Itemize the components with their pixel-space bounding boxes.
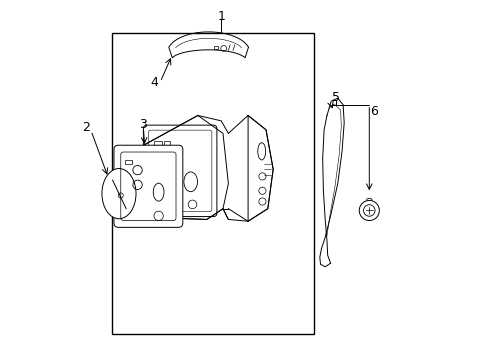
Bar bbox=[214, 45, 218, 49]
FancyBboxPatch shape bbox=[114, 145, 183, 227]
Text: 4: 4 bbox=[150, 76, 158, 89]
Bar bbox=[163, 140, 170, 145]
Text: 3: 3 bbox=[139, 118, 147, 131]
Text: 2: 2 bbox=[82, 121, 90, 134]
Text: 6: 6 bbox=[369, 105, 377, 118]
Bar bbox=[154, 140, 162, 145]
Text: 5: 5 bbox=[331, 91, 339, 104]
Bar bbox=[124, 159, 132, 164]
Text: 1: 1 bbox=[217, 10, 224, 23]
Ellipse shape bbox=[102, 168, 136, 219]
Bar bbox=[112, 33, 314, 334]
